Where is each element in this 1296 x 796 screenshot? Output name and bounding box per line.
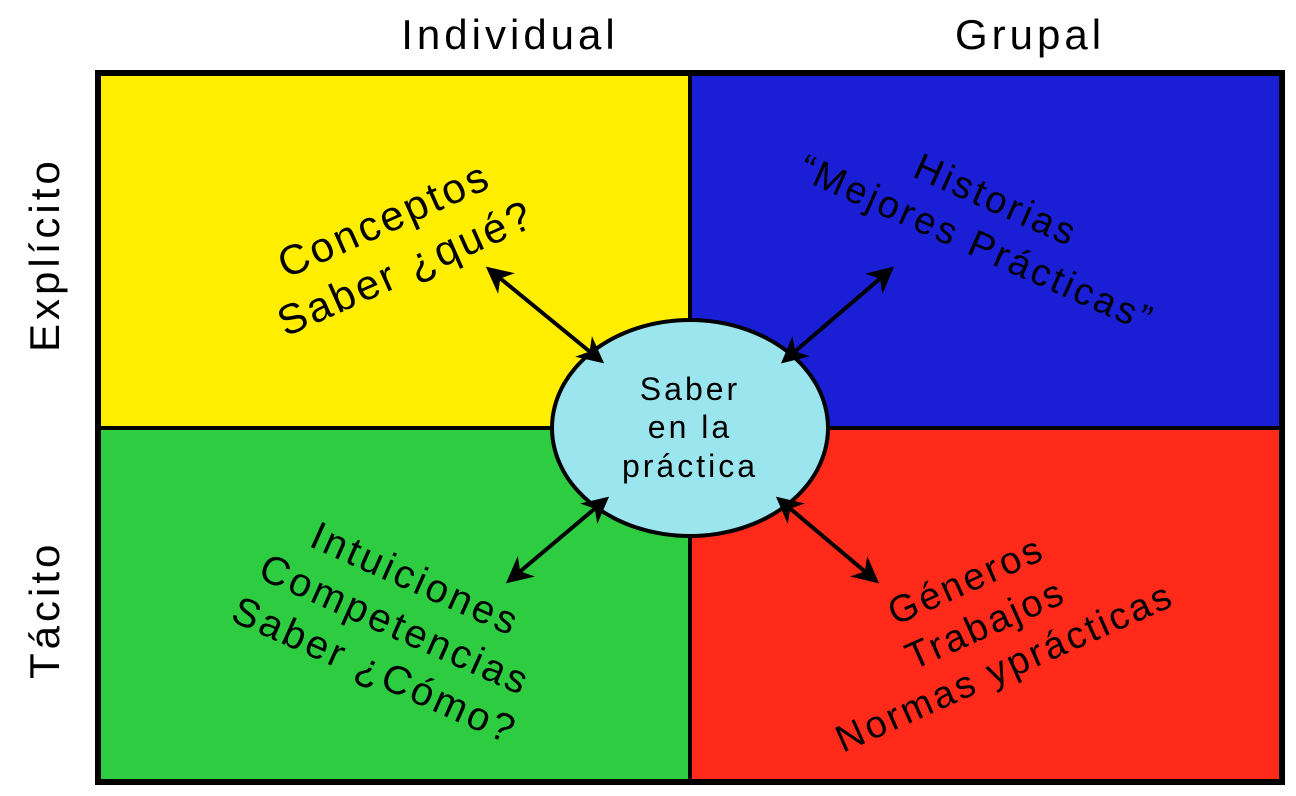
quadrant-text-br: Géneros Trabajos Normas yprácticas — [790, 486, 1182, 765]
knowledge-matrix-diagram: Individual Grupal Explícito Tácito Conce… — [0, 0, 1296, 796]
center-ellipse-saber-en-la-practica: Saber en la práctica — [550, 318, 830, 538]
row-header-tacito: Tácito — [10, 440, 80, 780]
row-header-explicito: Explícito — [10, 80, 80, 430]
column-header-grupal: Grupal — [880, 8, 1180, 62]
quadrant-text-tr: Historias “Mejores Prácticas” — [791, 101, 1181, 344]
column-header-individual: Individual — [300, 8, 720, 62]
quadrant-text-bl: Intuiciones Competencias Saber ¿Cómo? — [224, 494, 566, 756]
quadrant-text-tl: Conceptos Saber ¿qué? — [247, 140, 542, 348]
